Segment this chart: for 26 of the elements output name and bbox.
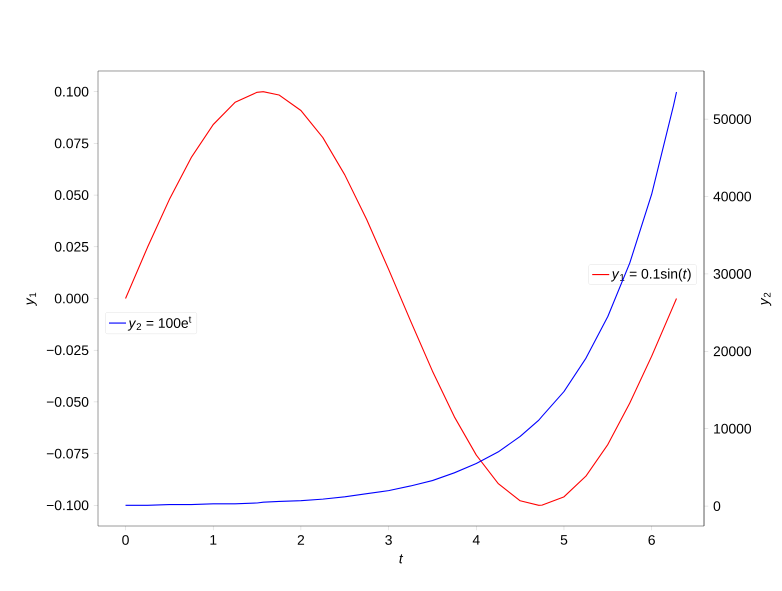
y-tick-label: 0.025: [54, 242, 88, 252]
y-axis-title: y$_{1}$: [26, 292, 37, 306]
y-tick-label: −0.025: [46, 345, 88, 356]
y2-tick-label: 20000: [714, 346, 752, 356]
y2-tick-label: 40000: [713, 192, 752, 202]
x-tick-label: 6: [648, 535, 655, 545]
x-tick-label: 0: [122, 535, 129, 545]
y-tick-label: 0.075: [54, 138, 88, 148]
legend-label: y$_{2}$ = 100e$^{t}$: [128, 316, 192, 331]
x-axis-title: t: [399, 554, 404, 564]
y2-tick-label: 30000: [714, 269, 752, 279]
x-tick-label: 4: [472, 535, 480, 545]
y-tick-label: −0.100: [46, 500, 88, 510]
y2-tick-label: 50000: [714, 114, 752, 124]
x-tick-label: 1: [210, 535, 216, 545]
y-tick-label: −0.050: [46, 397, 88, 407]
y-tick-label: 0.000: [54, 294, 88, 304]
x-tick-label: 5: [560, 535, 568, 545]
y-tick-label: −0.075: [46, 448, 88, 459]
y-tick-label: 0.100: [54, 86, 88, 97]
y-tick-label: 0.050: [54, 190, 88, 200]
y2-axis-title: y$_{2}$: [761, 292, 772, 306]
x-tick-label: 2: [298, 535, 304, 545]
y2-tick-label: 0: [714, 501, 720, 511]
x-tick-label: 3: [385, 535, 392, 545]
y2-tick-label: 10000: [714, 424, 752, 434]
